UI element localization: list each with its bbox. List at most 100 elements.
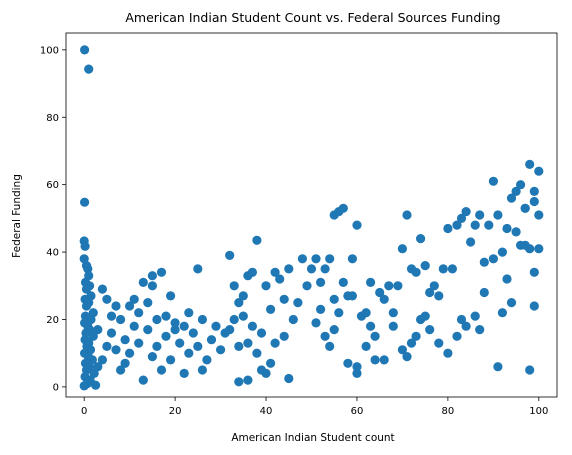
data-point <box>81 284 92 294</box>
data-point <box>147 271 157 281</box>
data-point <box>197 314 207 325</box>
data-point <box>184 308 194 318</box>
y-axis-label: Federal Funding <box>11 174 23 258</box>
data-point <box>343 358 353 368</box>
data-point <box>179 321 189 331</box>
data-point <box>138 277 148 287</box>
data-point <box>475 210 485 220</box>
data-point <box>347 254 357 264</box>
data-point <box>91 380 101 390</box>
data-point <box>161 331 171 341</box>
data-point <box>320 331 330 341</box>
data-point <box>375 287 385 298</box>
data-point <box>270 338 280 348</box>
data-point <box>166 291 176 301</box>
data-point <box>80 241 90 251</box>
data-point <box>452 220 462 230</box>
data-point <box>147 352 157 362</box>
data-point <box>81 301 92 311</box>
data-point <box>179 368 189 378</box>
data-point <box>170 318 180 328</box>
data-point <box>120 335 130 345</box>
y-axis-ticks: 0 20 40 60 80 100 <box>40 45 66 393</box>
data-point <box>243 375 253 385</box>
data-point <box>506 298 517 308</box>
data-point <box>134 338 144 348</box>
data-point <box>397 345 407 355</box>
data-point <box>252 235 262 245</box>
data-point <box>129 321 139 331</box>
data-point <box>266 358 276 368</box>
data-point <box>370 331 380 341</box>
data-point <box>456 314 467 325</box>
data-point <box>116 365 126 375</box>
data-point <box>506 193 517 203</box>
data-point <box>493 362 503 372</box>
data-point <box>361 341 371 351</box>
data-point <box>306 264 317 274</box>
data-point <box>466 237 476 247</box>
data-point <box>461 321 471 331</box>
data-point <box>261 281 271 291</box>
data-point <box>279 331 289 341</box>
data-point <box>411 267 421 277</box>
data-point <box>488 176 498 186</box>
data-point <box>443 223 453 234</box>
data-point <box>347 291 357 301</box>
data-point <box>456 213 467 223</box>
data-point <box>193 341 203 351</box>
y-tick-label: 80 <box>46 113 59 124</box>
data-point <box>511 186 521 196</box>
x-tick-label: 0 <box>81 406 87 417</box>
data-point <box>256 365 267 375</box>
data-point <box>479 257 489 267</box>
data-point <box>479 287 489 298</box>
data-point <box>475 325 485 335</box>
data-point <box>80 45 90 55</box>
x-axis-label: American Indian Student count <box>231 432 394 444</box>
y-tick-label: 0 <box>53 382 59 393</box>
data-point <box>379 355 389 365</box>
data-point <box>352 368 362 378</box>
data-point <box>275 274 285 284</box>
data-point <box>338 203 348 213</box>
data-point <box>116 314 126 325</box>
data-point <box>388 308 398 318</box>
data-point <box>106 311 117 321</box>
data-point <box>502 223 512 234</box>
data-point <box>88 331 98 341</box>
y-tick-label: 100 <box>40 45 59 56</box>
data-point <box>325 341 335 351</box>
data-point <box>425 325 435 335</box>
data-point <box>238 311 248 321</box>
data-point <box>97 284 107 294</box>
y-tick-label: 20 <box>46 315 59 326</box>
data-point <box>529 196 539 207</box>
data-point <box>366 321 376 331</box>
data-point <box>170 325 180 335</box>
data-point <box>216 345 226 355</box>
data-point <box>288 314 298 325</box>
data-point <box>234 377 244 387</box>
data-point <box>134 308 144 318</box>
data-point <box>284 264 294 274</box>
data-point <box>529 301 539 311</box>
data-point <box>175 338 185 348</box>
data-point <box>302 281 312 291</box>
data-point <box>188 328 198 338</box>
data-point <box>525 365 535 375</box>
data-point <box>461 207 471 217</box>
data-point <box>80 197 90 207</box>
data-point <box>284 373 294 384</box>
data-point <box>316 304 326 314</box>
data-point <box>206 335 217 345</box>
data-point <box>484 220 494 230</box>
data-point <box>420 261 430 271</box>
data-point <box>384 281 394 291</box>
x-tick-label: 60 <box>351 406 364 417</box>
data-point <box>429 281 439 291</box>
data-point <box>156 365 167 375</box>
data-point <box>488 254 498 264</box>
data-point <box>138 375 148 385</box>
data-point <box>234 298 244 308</box>
